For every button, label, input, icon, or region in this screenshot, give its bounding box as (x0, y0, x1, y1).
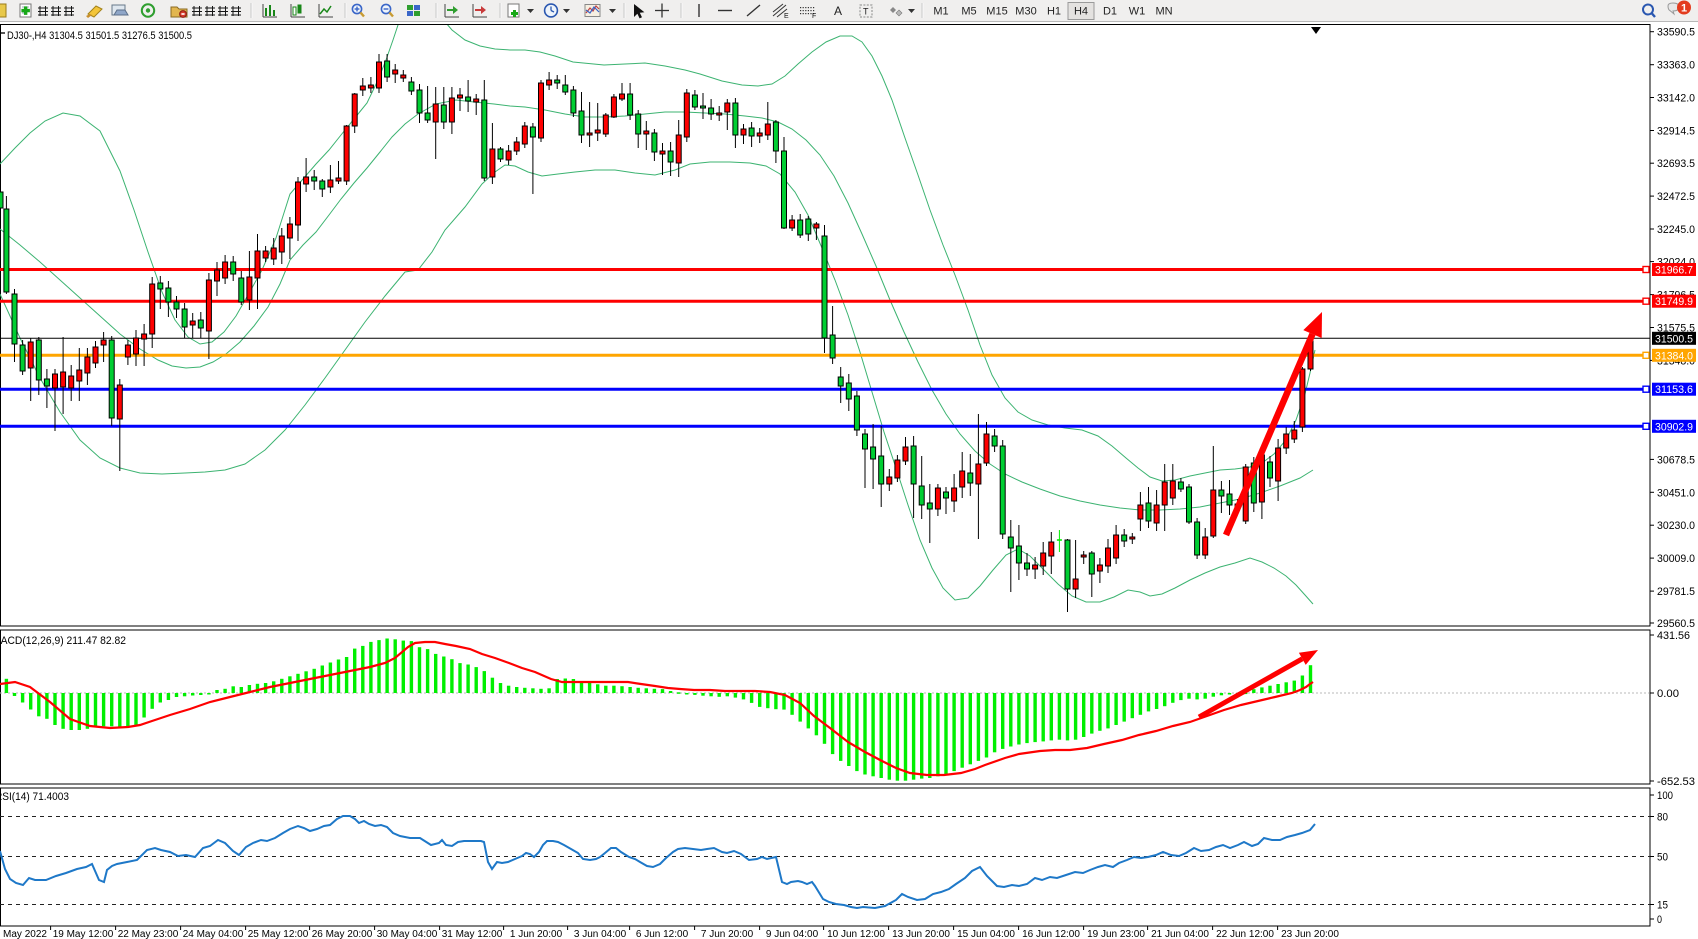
svg-text:30 May 04:00: 30 May 04:00 (377, 929, 438, 939)
svg-text:15 Jun 04:00: 15 Jun 04:00 (957, 929, 1015, 939)
svg-text:3 Jun 04:00: 3 Jun 04:00 (574, 929, 627, 939)
svg-text:26 May 20:00: 26 May 20:00 (312, 929, 373, 939)
svg-text:7 Jun 20:00: 7 Jun 20:00 (701, 929, 754, 939)
svg-text:6 Jun 12:00: 6 Jun 12:00 (636, 929, 689, 939)
svg-text:31384.0: 31384.0 (1655, 350, 1693, 362)
svg-text:29560.5: 29560.5 (1657, 618, 1695, 630)
svg-text:MN: MN (1155, 6, 1172, 18)
svg-text:80: 80 (1657, 812, 1668, 824)
svg-text:30678.5: 30678.5 (1657, 454, 1695, 466)
svg-text:33363.0: 33363.0 (1657, 60, 1695, 72)
svg-text:31 May 12:00: 31 May 12:00 (442, 929, 503, 939)
svg-text:10 Jun 12:00: 10 Jun 12:00 (827, 929, 885, 939)
svg-text:30009.0: 30009.0 (1657, 553, 1695, 565)
svg-text:19 Jun 23:00: 19 Jun 23:00 (1087, 929, 1145, 939)
svg-text:32693.5: 32693.5 (1657, 158, 1695, 170)
svg-text:1 Jun 20:00: 1 Jun 20:00 (510, 929, 563, 939)
svg-text:1: 1 (1681, 3, 1687, 15)
svg-text:M15: M15 (986, 6, 1007, 18)
svg-text:30902.9: 30902.9 (1655, 421, 1693, 433)
svg-text:H1: H1 (1047, 6, 1061, 18)
svg-text:T: T (863, 7, 869, 17)
svg-text:May 2022: May 2022 (3, 929, 47, 939)
svg-text:A: A (834, 4, 842, 18)
svg-text:31575.5: 31575.5 (1657, 323, 1695, 335)
svg-text:E: E (784, 13, 789, 20)
svg-text:30451.0: 30451.0 (1657, 487, 1695, 499)
svg-text:0.00: 0.00 (1657, 688, 1679, 700)
svg-text:22 May 23:00: 22 May 23:00 (118, 929, 179, 939)
svg-text:31153.6: 31153.6 (1655, 384, 1693, 396)
svg-text:21 Jun 04:00: 21 Jun 04:00 (1151, 929, 1209, 939)
svg-text:H4: H4 (1074, 6, 1088, 18)
svg-text:RSI(14) 71.4003: RSI(14) 71.4003 (0, 791, 69, 803)
svg-text:16 Jun 12:00: 16 Jun 12:00 (1022, 929, 1080, 939)
svg-text:MACD(12,26,9) 211.47 82.82: MACD(12,26,9) 211.47 82.82 (0, 635, 126, 647)
svg-text:100: 100 (1657, 790, 1673, 802)
svg-text:33590.5: 33590.5 (1657, 27, 1695, 39)
svg-text:W1: W1 (1129, 6, 1146, 18)
svg-text:9 Jun 04:00: 9 Jun 04:00 (766, 929, 819, 939)
svg-text:31749.9: 31749.9 (1655, 296, 1693, 308)
svg-text:DJ30-,H4 31304.5 31501.5 3127: DJ30-,H4 31304.5 31501.5 31276.5 31500.5 (7, 30, 192, 42)
svg-text:32245.0: 32245.0 (1657, 224, 1695, 236)
svg-text:50: 50 (1657, 852, 1668, 864)
svg-text:M5: M5 (961, 6, 976, 18)
svg-text:15: 15 (1657, 900, 1668, 912)
svg-text:D1: D1 (1103, 6, 1117, 18)
svg-text:33142.0: 33142.0 (1657, 93, 1695, 105)
svg-text:13 Jun 20:00: 13 Jun 20:00 (892, 929, 950, 939)
svg-text:32914.5: 32914.5 (1657, 126, 1695, 138)
svg-text:0: 0 (1657, 914, 1662, 926)
svg-text:31500.5: 31500.5 (1655, 333, 1693, 345)
svg-text:F: F (812, 13, 816, 20)
svg-text:23 Jun 20:00: 23 Jun 20:00 (1281, 929, 1339, 939)
svg-text:431.56: 431.56 (1657, 630, 1690, 642)
svg-text:29781.5: 29781.5 (1657, 586, 1695, 598)
svg-text:25 May 12:00: 25 May 12:00 (248, 929, 309, 939)
svg-text:22 Jun 12:00: 22 Jun 12:00 (1216, 929, 1274, 939)
svg-text:31966.7: 31966.7 (1655, 265, 1693, 277)
svg-text:30230.0: 30230.0 (1657, 520, 1695, 532)
svg-text:M30: M30 (1015, 6, 1036, 18)
svg-text:19 May 12:00: 19 May 12:00 (53, 929, 114, 939)
svg-text:32472.5: 32472.5 (1657, 191, 1695, 203)
svg-text:-652.53: -652.53 (1657, 776, 1695, 788)
svg-text:24 May 04:00: 24 May 04:00 (183, 929, 244, 939)
svg-text:M1: M1 (933, 6, 948, 18)
